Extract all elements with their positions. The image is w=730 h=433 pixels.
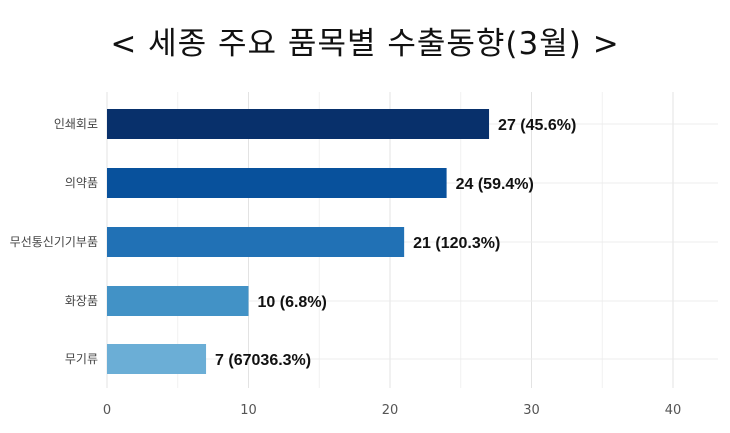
x-tick-label: 40 bbox=[665, 403, 682, 418]
bar bbox=[107, 227, 405, 257]
category-label: 화장품 bbox=[65, 294, 98, 308]
data-label: 7 (67036.3%) bbox=[215, 352, 311, 369]
x-tick-label: 10 bbox=[240, 403, 257, 418]
category-label: 무선통신기기부품 bbox=[10, 235, 98, 249]
data-label: 21 (120.3%) bbox=[413, 235, 500, 252]
data-label: 10 (6.8%) bbox=[258, 294, 327, 311]
category-label: 무기류 bbox=[65, 352, 98, 366]
x-tick-label: 20 bbox=[382, 403, 399, 418]
x-tick-label: 0 bbox=[103, 403, 111, 418]
bar bbox=[107, 168, 447, 198]
category-label: 인쇄회로 bbox=[54, 117, 98, 131]
category-label: 의약품 bbox=[65, 175, 98, 190]
data-label: 27 (45.6%) bbox=[498, 117, 576, 134]
chart-title: < 세종 주요 품목별 수출동향(3월) > bbox=[110, 26, 620, 62]
bar bbox=[107, 344, 207, 374]
bar bbox=[107, 286, 249, 316]
bar bbox=[107, 109, 490, 139]
data-label: 24 (59.4%) bbox=[456, 176, 534, 193]
x-tick-label: 30 bbox=[523, 403, 540, 418]
